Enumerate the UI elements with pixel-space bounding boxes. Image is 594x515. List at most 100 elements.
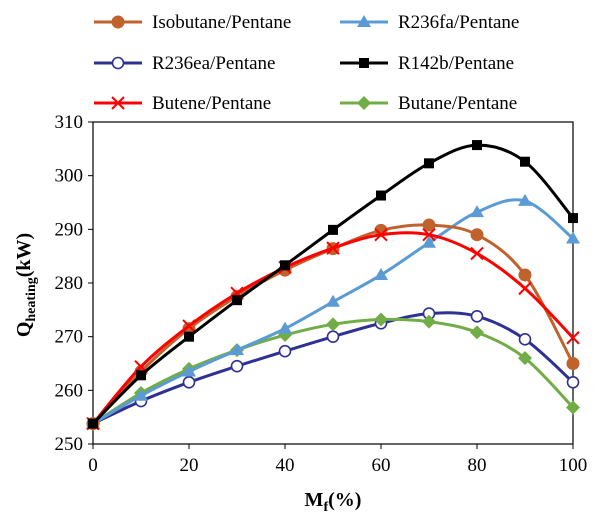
data-point: [566, 400, 580, 415]
x-axis-title: Mf(%): [305, 489, 362, 515]
data-point: [136, 370, 146, 381]
data-point: [326, 241, 340, 255]
data-point: [111, 15, 125, 29]
data-point: [518, 281, 532, 296]
data-point: [568, 213, 578, 224]
data-point: [182, 364, 196, 377]
data-point: [357, 15, 371, 27]
data-point: [520, 156, 530, 167]
legend-item: Butene/Pentane: [94, 93, 271, 114]
data-point: [326, 294, 340, 307]
data-point: [424, 158, 434, 169]
data-point: [278, 321, 292, 334]
y-axis-title: Qheating(kW): [13, 233, 39, 337]
y-axis-title-rest: (kW): [13, 233, 35, 277]
x-tick-label: 80: [468, 455, 487, 476]
data-point: [230, 343, 244, 356]
data-point-stroke: [111, 96, 125, 110]
legend-label: Isobutane/Pentane: [152, 12, 291, 33]
x-tick-label: 40: [276, 455, 295, 476]
y-axis-title-sub: heating: [24, 277, 39, 321]
data-point: [280, 260, 290, 271]
y-tick-label: 250: [55, 434, 84, 455]
legend-label: Butene/Pentane: [152, 93, 271, 114]
data-point: [470, 205, 484, 218]
legend-item: Butane/Pentane: [340, 93, 517, 114]
data-point-stroke: [326, 241, 340, 255]
series-r236fa-pentane: [86, 193, 580, 429]
data-point: [566, 375, 580, 389]
series-r142b-pentane: [88, 140, 578, 429]
data-point: [230, 359, 244, 373]
data-point: [359, 58, 369, 68]
data-point: [518, 193, 532, 206]
data-point: [422, 227, 436, 242]
legend-item: R236fa/Pentane: [340, 12, 519, 33]
y-tick-label: 310: [55, 112, 84, 133]
y-tick-label: 290: [55, 219, 84, 240]
data-point: [326, 317, 340, 332]
x-axis-title-sub: f: [323, 500, 328, 515]
data-point: [566, 357, 580, 370]
data-point: [518, 333, 532, 346]
data-point: [518, 268, 532, 282]
data-point: [518, 351, 532, 366]
legend: Isobutane/Pentane R236fa/Pentane R236ea/Pe…: [94, 12, 519, 114]
series-butane-pentane: [86, 312, 580, 431]
legend-item: R142b/Pentane: [340, 53, 514, 74]
data-point: [376, 190, 386, 201]
plot-frame: [92, 121, 574, 445]
data-point: [566, 231, 580, 244]
data-point-stroke: [374, 227, 388, 242]
legend-label: R236fa/Pentane: [398, 12, 519, 33]
y-tick-label: 270: [55, 327, 84, 348]
data-point: [566, 331, 580, 345]
legend-label: R236ea/Pentane: [152, 53, 275, 74]
data-point: [184, 331, 194, 342]
series-layer: [86, 140, 580, 431]
data-point-stroke: [518, 281, 532, 296]
data-point: [232, 295, 242, 306]
x-tick-label: 0: [88, 455, 98, 476]
data-point: [470, 325, 484, 340]
data-point: [88, 418, 98, 429]
data-point: [470, 246, 484, 261]
legend-item: Isobutane/Pentane: [94, 12, 291, 33]
data-point: [422, 218, 436, 232]
x-tick-label: 100: [559, 455, 588, 476]
data-point: [374, 267, 388, 280]
legend-label: R142b/Pentane: [398, 53, 514, 74]
y-tick-label: 300: [55, 166, 84, 187]
data-point-stroke: [470, 246, 484, 261]
data-point-stroke: [566, 331, 580, 345]
data-point: [328, 224, 338, 235]
legend-item: R236ea/Pentane: [94, 53, 275, 74]
tick-labels: 250 260 270 280 290 300 310 0 20 40 60 80 100: [55, 112, 588, 476]
x-tick-label: 60: [372, 455, 391, 476]
data-point: [111, 96, 125, 110]
data-point: [470, 309, 484, 323]
data-point: [470, 228, 484, 242]
y-tick-label: 260: [55, 380, 84, 401]
legend-label: Butane/Pentane: [398, 93, 517, 114]
data-point: [111, 56, 125, 70]
data-point-stroke: [422, 227, 436, 242]
data-point: [182, 319, 196, 333]
data-point: [134, 388, 148, 401]
x-tick-label: 20: [180, 455, 199, 476]
data-point: [278, 344, 292, 358]
data-point: [357, 96, 371, 110]
data-point: [422, 235, 436, 248]
axes: [88, 121, 574, 449]
data-point: [472, 140, 482, 151]
data-point-stroke: [182, 319, 196, 333]
data-point: [374, 227, 388, 242]
data-point: [326, 330, 340, 343]
y-tick-label: 280: [55, 273, 84, 294]
data-point: [422, 314, 436, 329]
x-axis-title-main: M: [305, 489, 324, 511]
y-axis-title-main: Q: [13, 322, 35, 338]
data-point: [182, 375, 196, 389]
data-point: [374, 312, 388, 327]
